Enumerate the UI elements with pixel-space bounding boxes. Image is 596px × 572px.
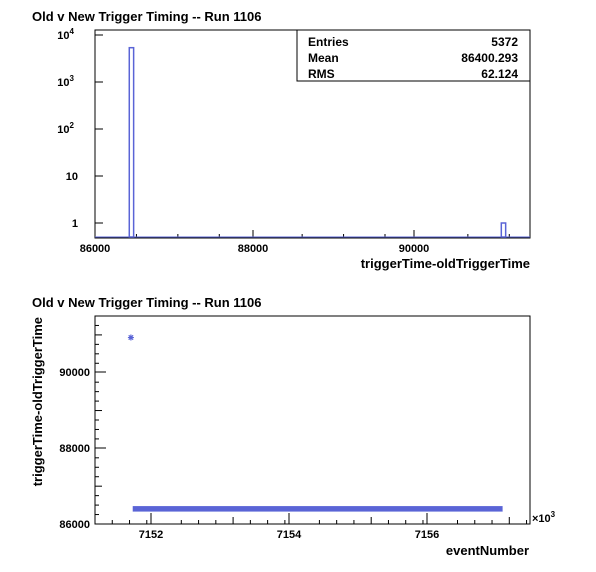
stats-mean-label: Mean — [308, 51, 339, 65]
x-tick-7154: 7154 — [277, 513, 302, 541]
x-tick-label-7154: 7154 — [277, 529, 302, 541]
x-tick-label-88000: 88000 — [238, 243, 269, 255]
scatter-y-ticks: 86000 88000 90000 — [59, 315, 106, 531]
y-tick-label-1000: 103 — [57, 74, 74, 89]
histogram-bar-0 — [128, 46, 135, 238]
histogram-bar-1 — [500, 222, 507, 238]
y-tick-label-1: 1 — [72, 218, 78, 230]
x-tick-label-90000: 90000 — [399, 243, 430, 255]
y-tick-label-100: 102 — [57, 121, 74, 136]
x-tick-7152: 7152 — [139, 513, 163, 541]
scatter-points — [127, 334, 503, 512]
y-tick-label-10: 10 — [66, 171, 78, 183]
y-tick-label-90000: 90000 — [59, 367, 90, 379]
stats-mean-value: 86400.293 — [461, 51, 518, 65]
histogram-title: Old v New Trigger Timing -- Run 1106 — [32, 9, 261, 24]
scatter-x-label: eventNumber — [446, 543, 529, 558]
histogram-x-label: triggerTime-oldTriggerTime — [361, 256, 530, 271]
histogram-panel: Old v New Trigger Timing -- Run 1106 1 1… — [32, 9, 531, 271]
scatter-point-band — [132, 506, 503, 512]
histogram-y-ticks: 1 10 102 103 104 — [57, 27, 103, 230]
stats-rms-value: 62.124 — [481, 67, 518, 81]
x-tick-90000: 90000 — [399, 230, 430, 255]
y-tick-1000: 103 — [57, 74, 103, 89]
scatter-title: Old v New Trigger Timing -- Run 1106 — [32, 295, 261, 310]
y-tick-86000: 86000 — [59, 519, 106, 531]
y-tick-label-86000: 86000 — [59, 519, 90, 531]
y-tick-100: 102 — [57, 121, 103, 136]
y-tick-label-10000: 104 — [57, 27, 74, 42]
y-tick-10000: 104 — [57, 27, 103, 42]
scatter-panel: Old v New Trigger Timing -- Run 1106 860… — [30, 295, 556, 558]
y-tick-10: 10 — [66, 171, 103, 183]
x-tick-label-86000: 86000 — [80, 243, 111, 255]
stats-box: Entries 5372 Mean 86400.293 RMS 62.124 — [296, 29, 531, 82]
y-tick-90000: 90000 — [59, 367, 106, 379]
scatter-frame — [94, 315, 531, 525]
x-tick-label-7156: 7156 — [415, 529, 439, 541]
stats-box-frame — [296, 29, 531, 82]
stats-entries-label: Entries — [308, 35, 349, 49]
stats-rms-label: RMS — [308, 67, 335, 81]
x-tick-7156: 7156 — [415, 513, 439, 541]
scatter-point-outlier — [127, 334, 134, 341]
x-tick-88000: 88000 — [238, 230, 269, 255]
x-tick-label-7152: 7152 — [139, 529, 163, 541]
scatter-y-label: triggerTime-oldTriggerTime — [30, 317, 45, 486]
x-multiplier-label: ×103 — [532, 510, 556, 525]
scatter-x-ticks: 7152 7154 7156 — [111, 513, 528, 541]
x-tick-86000: 86000 — [80, 230, 111, 255]
y-tick-label-88000: 88000 — [59, 443, 90, 455]
y-tick-1: 1 — [72, 218, 103, 230]
stats-entries-value: 5372 — [491, 35, 518, 49]
y-tick-88000: 88000 — [59, 443, 106, 455]
histogram-bars — [128, 46, 507, 238]
histogram-x-ticks: 86000 88000 90000 — [80, 230, 510, 255]
